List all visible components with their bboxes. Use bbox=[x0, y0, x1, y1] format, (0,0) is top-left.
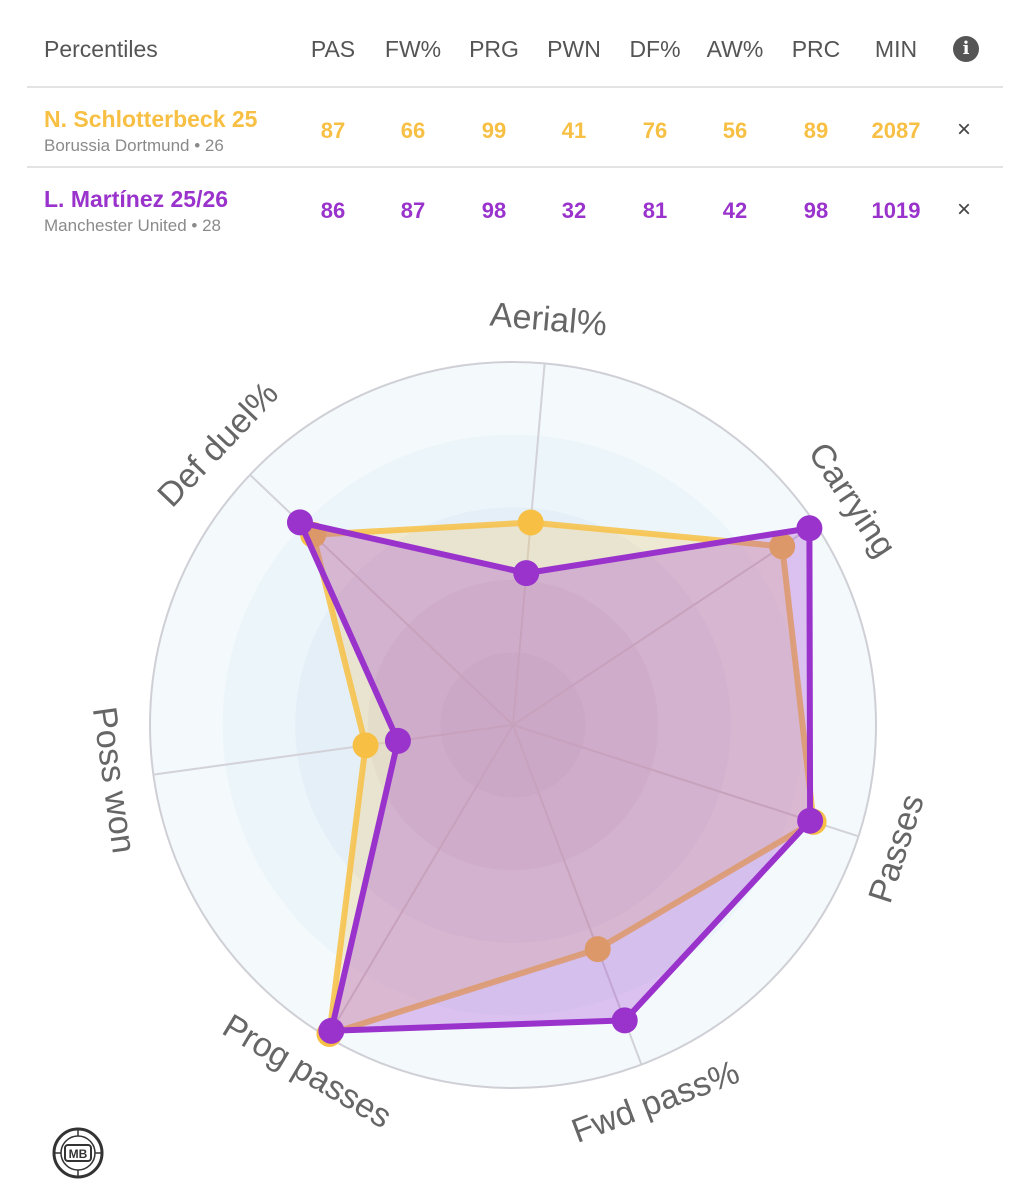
player-club: Manchester United • 28 bbox=[44, 216, 221, 235]
axis-label: Passes bbox=[861, 790, 931, 908]
stat-value: 98 bbox=[481, 198, 507, 223]
stat-value: 56 bbox=[722, 118, 748, 143]
series-area bbox=[300, 522, 811, 1031]
series-point[interactable] bbox=[384, 727, 411, 754]
stat-value: 2087 bbox=[871, 118, 921, 143]
series-point[interactable] bbox=[352, 732, 379, 759]
radar-spoke bbox=[326, 724, 514, 1038]
column-header[interactable]: MIN bbox=[874, 36, 918, 62]
remove-player-button[interactable]: × bbox=[957, 116, 972, 143]
table-header: Percentiles PAS FW% PRG PWN DF% AW% PRC … bbox=[27, 0, 1003, 88]
stat-value: 98 bbox=[803, 198, 829, 223]
info-icon[interactable]: i bbox=[953, 36, 979, 62]
axis-label: Aerial% bbox=[488, 295, 608, 343]
series-point[interactable] bbox=[611, 1007, 638, 1034]
column-header[interactable]: AW% bbox=[706, 36, 764, 62]
axis-label: Poss won bbox=[85, 705, 143, 856]
stat-value: 1019 bbox=[871, 198, 921, 223]
player-row: N. Schlotterbeck 25 Borussia Dortmund • … bbox=[27, 88, 1003, 168]
logo-text: MB bbox=[69, 1147, 88, 1161]
column-header[interactable]: PRG bbox=[469, 36, 519, 62]
series-point[interactable] bbox=[517, 509, 544, 536]
player-row: L. Martínez 25/26 Manchester United • 28… bbox=[27, 168, 1003, 246]
column-header[interactable]: PWN bbox=[547, 36, 601, 62]
player-club: Borussia Dortmund • 26 bbox=[44, 136, 224, 155]
remove-player-button[interactable]: × bbox=[957, 196, 972, 223]
stat-value: 81 bbox=[642, 198, 668, 223]
series-point[interactable] bbox=[584, 936, 611, 963]
player-name: N. Schlotterbeck 25 bbox=[44, 106, 258, 132]
stat-value: 32 bbox=[561, 198, 587, 223]
column-header[interactable]: FW% bbox=[384, 36, 442, 62]
column-header[interactable]: DF% bbox=[629, 36, 681, 62]
stat-value: 41 bbox=[561, 118, 587, 143]
stat-value: 76 bbox=[642, 118, 668, 143]
stat-value: 87 bbox=[320, 118, 346, 143]
stat-value: 42 bbox=[722, 198, 748, 223]
stat-value: 87 bbox=[400, 198, 426, 223]
series-point[interactable] bbox=[796, 515, 823, 542]
series-point[interactable] bbox=[286, 509, 313, 536]
stat-value: 66 bbox=[400, 118, 426, 143]
player-name: L. Martínez 25/26 bbox=[44, 186, 229, 212]
series-point[interactable] bbox=[513, 560, 540, 587]
series-point[interactable] bbox=[318, 1017, 345, 1044]
radar-spoke bbox=[512, 523, 817, 726]
logo-icon: MB bbox=[52, 1127, 104, 1179]
series-area bbox=[313, 522, 814, 1034]
series-line bbox=[297, 519, 814, 1034]
series-point[interactable] bbox=[769, 533, 796, 560]
stat-value: 86 bbox=[320, 198, 346, 223]
table-title: Percentiles bbox=[44, 36, 158, 62]
column-header[interactable]: PAS bbox=[310, 36, 356, 62]
radar-spoke bbox=[153, 724, 514, 776]
stat-value: 99 bbox=[481, 118, 507, 143]
series-point[interactable] bbox=[797, 807, 824, 834]
radar-series bbox=[286, 509, 827, 1047]
stat-value: 89 bbox=[803, 118, 829, 143]
percentile-table: Percentiles PAS FW% PRG PWN DF% AW% PRC … bbox=[27, 0, 1003, 246]
column-header[interactable]: PRC bbox=[791, 36, 841, 62]
radar-spoke bbox=[512, 724, 643, 1065]
radar-spoke bbox=[512, 363, 546, 726]
